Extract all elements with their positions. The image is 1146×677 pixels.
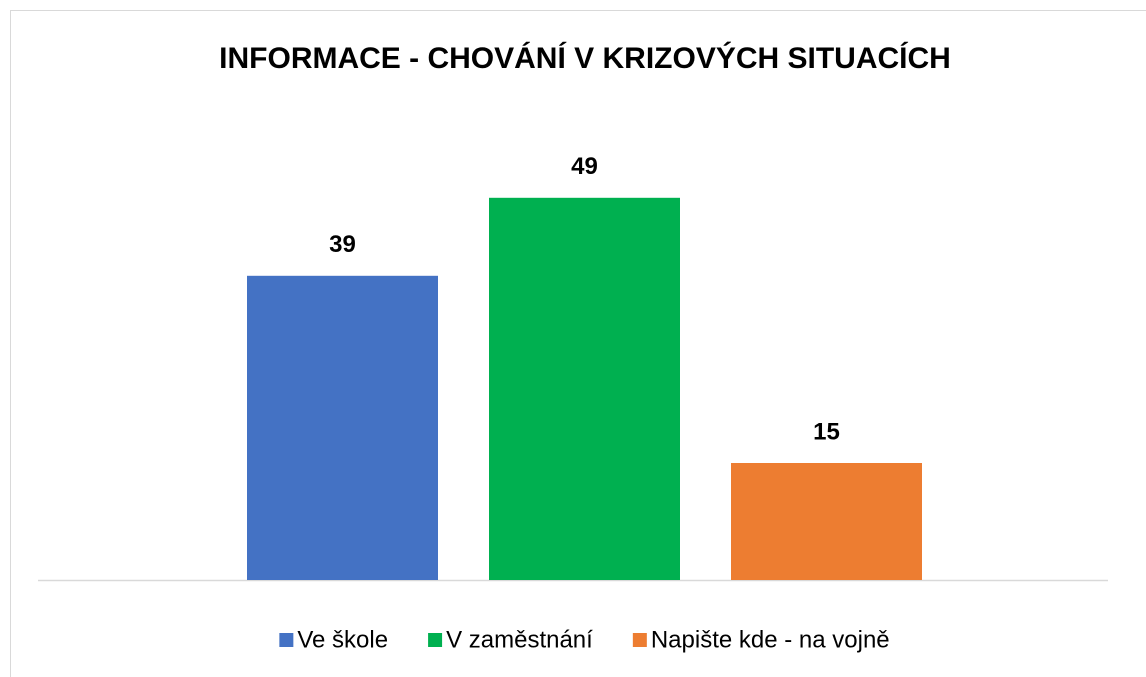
chart-title: INFORMACE - CHOVÁNÍ V KRIZOVÝCH SITUACÍC… xyxy=(219,41,951,75)
data-label: 15 xyxy=(813,418,840,445)
legend-swatch xyxy=(279,633,294,647)
data-label: 39 xyxy=(329,231,356,258)
legend-label: V zaměstnání xyxy=(446,626,593,653)
bar xyxy=(489,197,680,581)
bar xyxy=(247,275,438,580)
legend-swatch xyxy=(632,633,647,647)
legend-label: Napište kde - na vojně xyxy=(651,626,890,653)
legend-label: Ve škole xyxy=(297,626,388,653)
legend-swatch xyxy=(428,633,443,647)
bar xyxy=(731,463,922,580)
data-label: 49 xyxy=(571,153,598,180)
